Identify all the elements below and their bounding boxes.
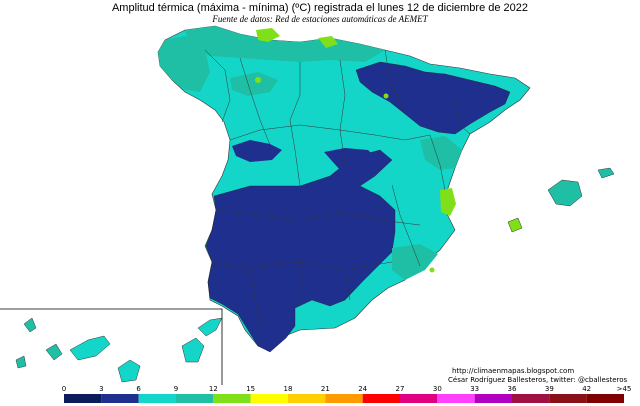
legend-swatch	[325, 394, 363, 403]
zone-green-point-3	[429, 267, 435, 273]
zone-teal-galicia	[158, 36, 210, 92]
legend-tick-label: 15	[246, 385, 256, 393]
legend-tick-label: 39	[544, 385, 554, 393]
map-title: Amplitud térmica (máxima - mínima) (ºC) …	[111, 2, 529, 14]
legend-tick-label: 33	[470, 385, 480, 393]
legend-swatch	[474, 394, 512, 403]
zone-green-cantabria	[318, 36, 338, 48]
zone-low-amplitude-duero	[324, 148, 378, 170]
legend-swatch	[213, 394, 251, 403]
zone-green-point-2	[383, 93, 389, 99]
ibiza-island	[507, 217, 523, 233]
legend-swatch	[64, 394, 102, 403]
legend-swatch	[549, 394, 587, 403]
zone-teal-southeast	[392, 244, 438, 280]
zone-teal-levante	[420, 136, 462, 170]
legend-swatch	[586, 394, 624, 403]
mallorca-island	[547, 179, 583, 207]
legend-swatch	[512, 394, 550, 403]
legend-tick-label: 9	[173, 385, 179, 393]
blog-url: http://climaenmapas.blogspot.com	[452, 367, 575, 375]
legend-swatch	[288, 394, 326, 403]
legend-tick-label: 12	[208, 385, 218, 393]
legend-swatch	[176, 394, 214, 403]
zone-low-amplitude-centre	[205, 149, 396, 353]
zone-green-asturias	[256, 28, 280, 42]
author-credit: César Rodríguez Ballesteros, twitter: @c…	[448, 376, 628, 384]
zone-green-valencia	[440, 188, 456, 216]
legend-tick-label: 6	[136, 385, 141, 393]
legend-swatch	[400, 394, 438, 403]
zone-low-amplitude-castilla	[232, 140, 282, 162]
canary-islands	[15, 317, 223, 383]
legend-swatch	[250, 394, 288, 403]
legend-tick-label: 3	[99, 385, 104, 393]
legend-color-bar	[64, 394, 624, 403]
zone-teal-leon	[230, 72, 278, 96]
map-subtitle: Fuente de datos: Red de estaciones autom…	[212, 14, 428, 24]
legend-tick-label: 36	[507, 385, 517, 393]
legend-tick-label: 30	[432, 385, 442, 393]
legend-tick-label: 18	[283, 385, 293, 393]
legend-tick-label: 21	[320, 385, 330, 393]
menorca-island	[597, 167, 615, 179]
legend-swatch	[362, 394, 400, 403]
legend-tick-label: 27	[395, 385, 405, 393]
zone-green-point-1	[255, 77, 261, 83]
legend-tick-label: 42	[582, 385, 592, 393]
legend-tick-label: 0	[61, 385, 67, 393]
canary-inset-frame	[0, 308, 223, 385]
legend-tick-label: 24	[358, 385, 368, 393]
legend-swatch	[101, 394, 139, 403]
legend-tick-label: >45	[616, 385, 632, 393]
legend-swatch	[138, 394, 176, 403]
legend-swatch	[437, 394, 475, 403]
zone-teal-cantabria	[185, 26, 385, 62]
zone-low-amplitude-ebro	[355, 61, 511, 135]
province-borders	[204, 49, 471, 331]
